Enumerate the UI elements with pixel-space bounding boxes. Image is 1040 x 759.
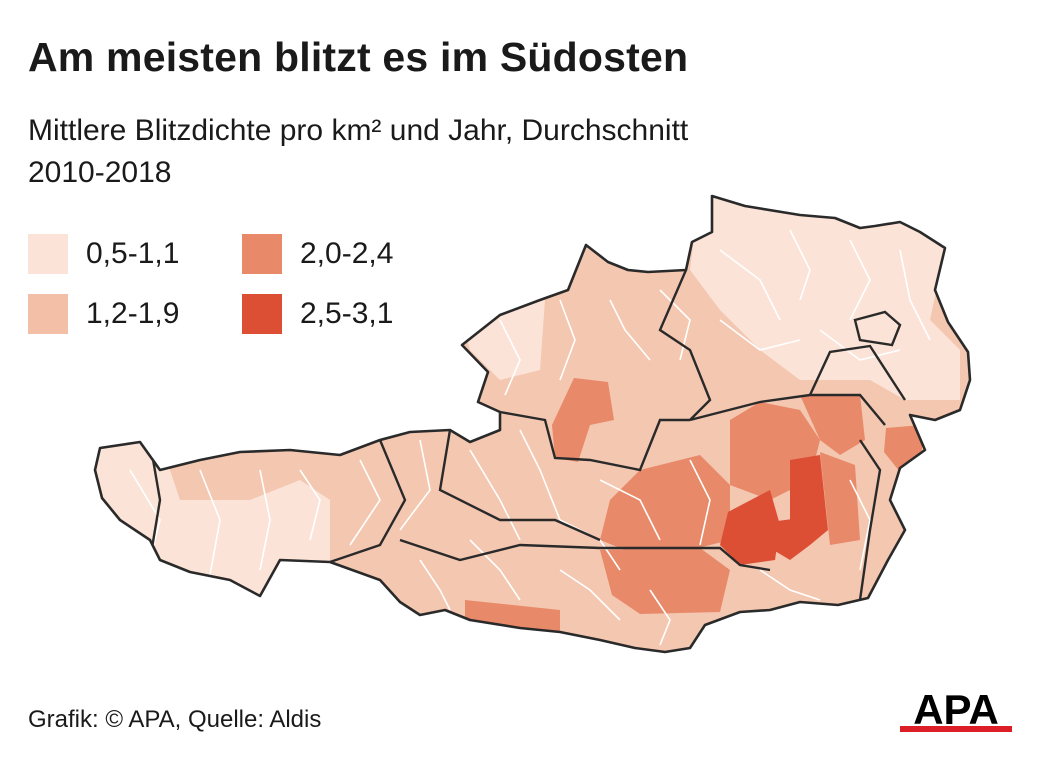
region-lower-austria-south <box>800 395 865 455</box>
austria-outline <box>93 194 972 654</box>
legend-item-2: 2,0-2,4 <box>242 234 393 274</box>
region-salzburg-south <box>552 378 614 462</box>
map-subtitle: Mittlere Blitzdichte pro km² und Jahr, D… <box>28 114 689 189</box>
legend-swatch-0 <box>28 234 68 274</box>
credit-text: Grafik: © APA, Quelle: Aldis <box>28 706 322 733</box>
apa-logo: APA <box>900 686 1012 733</box>
legend-item-1: 1,2-1,9 <box>28 294 179 334</box>
apa-logo-bar <box>900 726 1012 732</box>
legend-item-3: 2,5-3,1 <box>242 294 393 334</box>
region-styria-west <box>600 455 730 560</box>
legend-label-0: 0,5-1,1 <box>86 237 180 270</box>
legend-label-1: 1,2-1,9 <box>86 297 180 330</box>
region-carinthia-east <box>600 548 730 614</box>
legend-label-3: 2,5-3,1 <box>300 297 394 330</box>
legend-swatch-3 <box>242 294 282 334</box>
legend-item-0: 0,5-1,1 <box>28 234 179 274</box>
legend-label-2: 2,0-2,4 <box>300 237 394 270</box>
region-graz-city <box>770 518 810 560</box>
map-title: Am meisten blitzt es im Südosten <box>28 34 689 80</box>
legend-swatch-1 <box>28 294 68 334</box>
region-graz-west <box>720 490 780 565</box>
region-east-styria <box>820 452 860 545</box>
legend-swatch-2 <box>242 234 282 274</box>
apa-logo-text: APA <box>913 686 999 733</box>
